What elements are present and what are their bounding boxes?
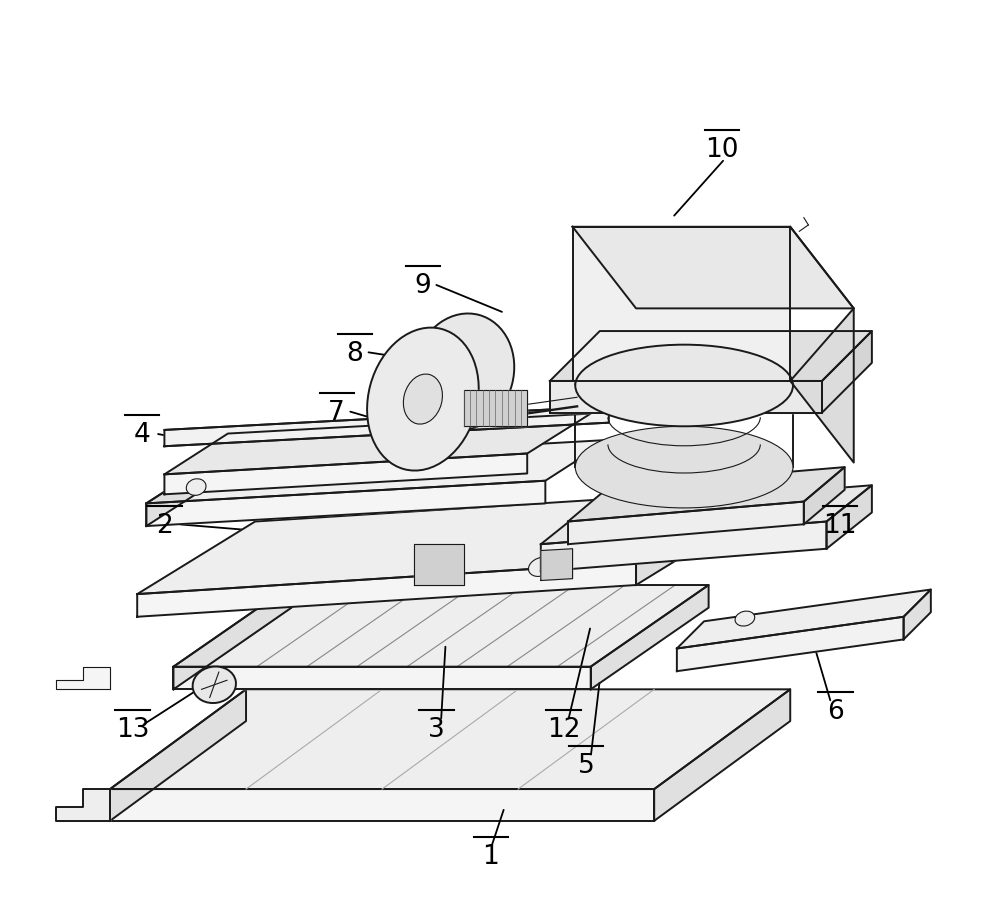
Polygon shape (591, 585, 709, 689)
Polygon shape (550, 381, 822, 413)
Polygon shape (173, 667, 591, 689)
Polygon shape (550, 331, 872, 381)
Polygon shape (414, 544, 464, 585)
Polygon shape (904, 590, 931, 639)
Text: 7: 7 (328, 400, 345, 425)
Text: 4: 4 (133, 423, 150, 448)
Polygon shape (164, 406, 609, 446)
Polygon shape (827, 485, 872, 549)
Ellipse shape (367, 327, 479, 471)
Polygon shape (110, 689, 790, 789)
Ellipse shape (186, 479, 206, 495)
Polygon shape (137, 562, 636, 617)
Ellipse shape (528, 557, 553, 577)
Text: 2: 2 (156, 513, 173, 539)
Polygon shape (677, 590, 931, 649)
Polygon shape (568, 467, 845, 522)
Text: 9: 9 (415, 273, 431, 298)
Polygon shape (541, 485, 872, 544)
Polygon shape (137, 490, 754, 594)
Polygon shape (146, 481, 545, 526)
Ellipse shape (735, 611, 755, 626)
Ellipse shape (403, 374, 442, 424)
Polygon shape (677, 617, 904, 671)
Ellipse shape (193, 667, 236, 703)
Polygon shape (146, 440, 609, 503)
Text: 6: 6 (827, 699, 844, 725)
Ellipse shape (575, 426, 793, 508)
Text: 1: 1 (483, 844, 499, 870)
Polygon shape (790, 308, 854, 463)
Polygon shape (636, 490, 754, 585)
Polygon shape (573, 227, 854, 308)
Polygon shape (464, 390, 527, 426)
Text: 13: 13 (116, 717, 149, 743)
Polygon shape (146, 463, 210, 526)
Polygon shape (822, 331, 872, 413)
Polygon shape (804, 467, 845, 524)
Text: 11: 11 (823, 513, 857, 539)
Ellipse shape (413, 314, 514, 430)
Polygon shape (173, 585, 291, 689)
Text: 5: 5 (578, 754, 595, 779)
Polygon shape (110, 689, 246, 821)
Text: 8: 8 (347, 341, 363, 366)
Polygon shape (164, 454, 527, 494)
Text: 10: 10 (705, 137, 739, 162)
Polygon shape (573, 227, 790, 381)
Polygon shape (56, 667, 110, 689)
Ellipse shape (575, 345, 793, 426)
Polygon shape (164, 414, 591, 474)
Polygon shape (110, 789, 654, 821)
Polygon shape (568, 502, 804, 544)
Text: 12: 12 (547, 717, 580, 743)
Polygon shape (654, 689, 790, 821)
Polygon shape (541, 522, 827, 571)
Polygon shape (173, 585, 709, 667)
Polygon shape (56, 789, 110, 821)
Polygon shape (541, 549, 573, 580)
Text: 3: 3 (428, 717, 445, 743)
